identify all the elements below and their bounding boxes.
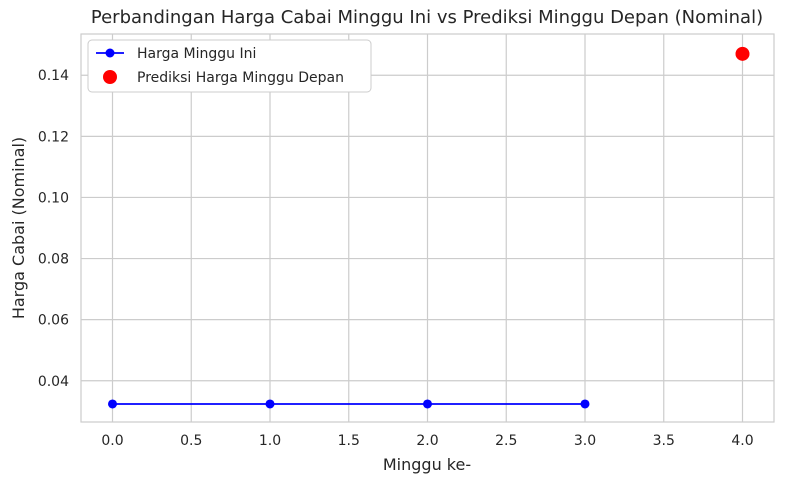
x-tick-label: 2.5	[495, 433, 517, 449]
data-point-harga-minggu-ini	[580, 399, 590, 409]
y-axis-label: Harga Cabai (Nominal)	[9, 137, 28, 319]
data-point-harga-minggu-ini	[265, 399, 275, 409]
x-axis-label: Minggu ke-	[383, 455, 471, 474]
y-tick-label: 0.06	[38, 313, 69, 329]
grid-layer	[81, 34, 774, 422]
x-tick-label: 3.0	[574, 433, 596, 449]
x-tick-label: 0.5	[180, 433, 202, 449]
x-tick-label: 3.5	[653, 433, 675, 449]
y-tick-label: 0.12	[38, 129, 69, 145]
data-point-harga-minggu-ini	[108, 399, 117, 409]
x-tick-label: 1.0	[259, 433, 281, 449]
legend-label-harga-minggu-ini: Harga Minggu Ini	[137, 46, 256, 62]
x-tick-label: 4.0	[731, 433, 753, 449]
legend-scatter-marker	[103, 70, 117, 84]
plot-frame	[80, 33, 775, 423]
x-tick-label: 0.0	[101, 433, 123, 449]
legend: Harga Minggu Ini Prediksi Harga Minggu D…	[87, 39, 372, 93]
legend-line-marker-dot	[105, 48, 115, 58]
y-tick-label: 0.10	[38, 190, 69, 206]
series-layer	[108, 46, 750, 409]
tick-label-layer: 0.0 0.5 1.0 1.5 2.0 2.5 3.0 3.5 4.0 0.04 0.06 0.08 0…	[38, 68, 754, 449]
chart-title: Perbandingan Harga Cabai Minggu Ini vs P…	[91, 7, 763, 28]
legend-box	[87, 39, 372, 93]
y-tick-label: 0.14	[38, 68, 69, 84]
y-tick-label: 0.04	[38, 374, 69, 390]
x-tick-label: 1.5	[338, 433, 360, 449]
legend-label-prediksi: Prediksi Harga Minggu Depan	[137, 70, 344, 86]
y-tick-label: 0.08	[38, 252, 69, 268]
data-point-harga-minggu-ini	[423, 399, 432, 409]
data-point-prediksi-harga	[735, 46, 750, 61]
x-tick-label: 2.0	[416, 433, 438, 449]
